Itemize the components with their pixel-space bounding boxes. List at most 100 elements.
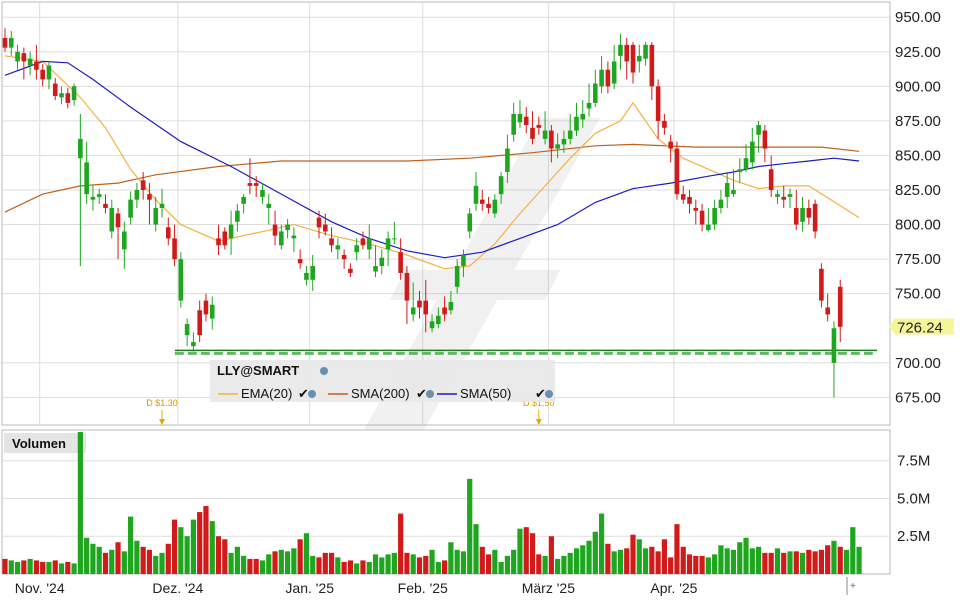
legend-settings-icon[interactable] — [426, 390, 434, 398]
candle[interactable] — [385, 231, 391, 267]
dividend-markers[interactable]: D $1.30 D $1.50 — [146, 398, 555, 425]
candle[interactable] — [467, 207, 473, 239]
candle[interactable] — [737, 158, 743, 184]
candle[interactable] — [203, 293, 209, 322]
legend-settings-icon[interactable] — [308, 390, 316, 398]
candle[interactable] — [241, 194, 246, 214]
candle[interactable] — [228, 210, 234, 255]
candle[interactable] — [549, 125, 554, 163]
candle[interactable] — [429, 314, 435, 333]
candle[interactable] — [21, 47, 27, 80]
candle[interactable] — [800, 196, 805, 232]
candle[interactable] — [837, 279, 843, 343]
candle[interactable] — [775, 190, 780, 204]
legend-check-icon[interactable]: ✔ — [535, 386, 546, 401]
candle[interactable] — [461, 249, 466, 278]
candle[interactable] — [724, 172, 730, 208]
candle[interactable] — [561, 130, 567, 153]
candle[interactable] — [611, 44, 617, 90]
candle[interactable] — [235, 203, 240, 232]
candle[interactable] — [712, 199, 717, 231]
candle[interactable] — [605, 61, 611, 94]
candle[interactable] — [699, 203, 705, 232]
candle[interactable] — [756, 120, 761, 153]
candle[interactable] — [479, 190, 485, 211]
candle[interactable] — [812, 199, 818, 239]
candle[interactable] — [750, 127, 755, 170]
candle[interactable] — [341, 249, 347, 269]
candle[interactable] — [574, 102, 579, 137]
volume-bars[interactable] — [2, 432, 862, 574]
candle[interactable] — [46, 61, 52, 90]
candle[interactable] — [530, 111, 535, 145]
candle[interactable] — [40, 64, 45, 87]
candle[interactable] — [71, 83, 77, 106]
candle[interactable] — [668, 134, 673, 163]
candle[interactable] — [643, 42, 648, 66]
candle[interactable] — [128, 191, 133, 225]
candle[interactable] — [197, 300, 202, 343]
candle[interactable] — [624, 37, 630, 80]
candle[interactable] — [247, 158, 253, 195]
candle[interactable] — [354, 238, 359, 261]
candle[interactable] — [404, 266, 410, 325]
candle[interactable] — [316, 210, 322, 239]
candle[interactable] — [398, 238, 403, 280]
candle[interactable] — [373, 245, 378, 278]
candle[interactable] — [122, 221, 127, 269]
candle[interactable] — [655, 79, 661, 139]
candle[interactable] — [831, 321, 837, 398]
candle[interactable] — [335, 238, 341, 260]
candle[interactable] — [84, 141, 89, 204]
candle[interactable] — [793, 190, 799, 231]
candle[interactable] — [567, 113, 573, 145]
candle[interactable] — [165, 217, 171, 246]
candle[interactable] — [184, 318, 190, 347]
candle[interactable] — [819, 263, 824, 308]
candle[interactable] — [191, 332, 196, 352]
candle[interactable] — [492, 194, 498, 218]
candle[interactable] — [253, 176, 259, 197]
candle[interactable] — [586, 83, 592, 117]
candle[interactable] — [768, 155, 774, 197]
candle[interactable] — [392, 221, 397, 244]
candle[interactable] — [473, 172, 479, 211]
candle[interactable] — [436, 307, 441, 329]
candle[interactable] — [360, 231, 366, 250]
candle[interactable] — [618, 33, 623, 70]
candle[interactable] — [630, 42, 636, 84]
candle[interactable] — [96, 188, 102, 204]
candle[interactable] — [2, 28, 8, 52]
candle[interactable] — [322, 213, 328, 236]
candle[interactable] — [505, 134, 510, 184]
candle[interactable] — [743, 144, 749, 173]
candle[interactable] — [693, 199, 699, 225]
candle[interactable] — [285, 219, 290, 239]
candle[interactable] — [787, 188, 793, 208]
candle[interactable] — [115, 207, 121, 260]
candle[interactable] — [304, 266, 309, 286]
candle[interactable] — [762, 125, 768, 163]
candle[interactable] — [680, 185, 686, 204]
candle[interactable] — [410, 282, 416, 322]
legend-check-icon[interactable]: ✔ — [416, 386, 427, 401]
candle[interactable] — [159, 188, 165, 218]
candle[interactable] — [103, 194, 108, 214]
scroll-arrow-icon[interactable]: + — [846, 577, 856, 595]
candle[interactable] — [423, 279, 429, 333]
candle[interactable] — [291, 227, 297, 253]
candle[interactable] — [260, 183, 265, 204]
candle[interactable] — [649, 42, 655, 101]
legend-check-icon[interactable]: ✔ — [298, 386, 309, 401]
candle[interactable] — [178, 252, 184, 308]
candle[interactable] — [511, 102, 516, 142]
candle[interactable] — [59, 86, 64, 105]
candle[interactable] — [222, 227, 228, 250]
candle[interactable] — [147, 183, 152, 225]
candle[interactable] — [781, 185, 787, 208]
candle[interactable] — [517, 100, 523, 128]
candle[interactable] — [379, 249, 385, 275]
candle[interactable] — [806, 199, 812, 225]
candle[interactable] — [310, 254, 316, 291]
